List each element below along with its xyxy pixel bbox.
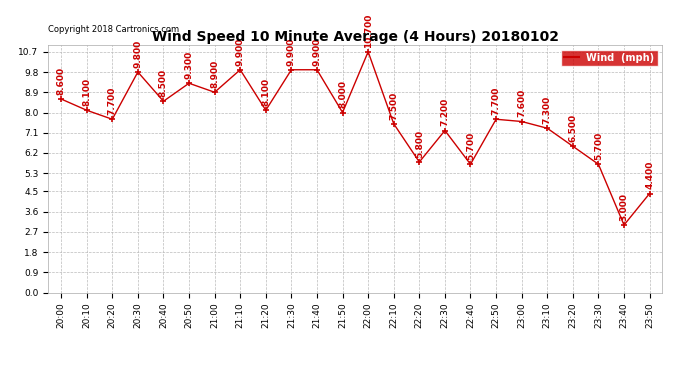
Text: 9.900: 9.900 [236, 37, 245, 66]
Text: 7.700: 7.700 [108, 87, 117, 115]
Text: 8.500: 8.500 [159, 69, 168, 97]
Text: 8.100: 8.100 [82, 78, 91, 106]
Text: 8.100: 8.100 [262, 78, 270, 106]
Text: 5.700: 5.700 [466, 132, 475, 160]
Text: 8.000: 8.000 [338, 80, 347, 108]
Text: 7.200: 7.200 [440, 98, 449, 126]
Text: 7.700: 7.700 [491, 87, 500, 115]
Text: 7.300: 7.300 [543, 96, 552, 124]
Text: Copyright 2018 Cartronics.com: Copyright 2018 Cartronics.com [48, 25, 179, 34]
Text: 6.500: 6.500 [569, 114, 578, 142]
Text: 9.300: 9.300 [184, 51, 193, 79]
Text: 5.800: 5.800 [415, 130, 424, 158]
Text: 9.900: 9.900 [313, 37, 322, 66]
Text: 10.700: 10.700 [364, 13, 373, 48]
Text: 3.000: 3.000 [620, 193, 629, 221]
Text: 5.700: 5.700 [594, 132, 603, 160]
Text: 8.600: 8.600 [57, 67, 66, 95]
Text: 4.400: 4.400 [645, 161, 654, 189]
Text: 9.900: 9.900 [287, 37, 296, 66]
Legend: Wind  (mph): Wind (mph) [561, 50, 658, 66]
Text: 9.800: 9.800 [133, 40, 142, 68]
Text: 7.600: 7.600 [518, 89, 526, 117]
Title: Wind Speed 10 Minute Average (4 Hours) 20180102: Wind Speed 10 Minute Average (4 Hours) 2… [152, 30, 559, 44]
Text: 7.500: 7.500 [389, 92, 398, 120]
Text: 8.900: 8.900 [210, 60, 219, 88]
